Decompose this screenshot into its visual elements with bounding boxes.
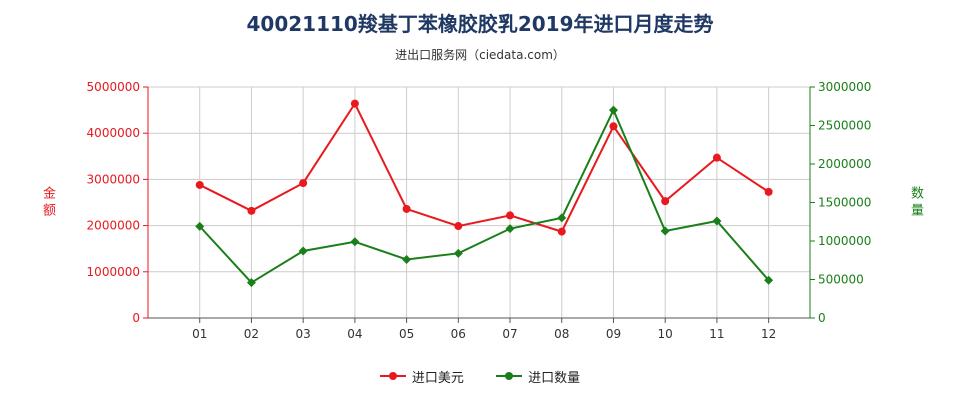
y-left-tick-label: 2000000	[87, 219, 140, 233]
x-tick-label: 06	[451, 327, 466, 341]
y-left-tick-label: 5000000	[87, 80, 140, 94]
x-tick-label: 05	[399, 327, 414, 341]
data-point-import-usd	[195, 180, 204, 189]
data-point-import-usd	[557, 227, 566, 236]
y-left-axis-label: 金额	[40, 186, 55, 220]
chart-title: 40021110羧基丁苯橡胶胶乳2019年进口月度走势	[246, 12, 714, 36]
data-point-import-quantity	[557, 213, 567, 223]
y-left-tick-label: 0	[132, 311, 140, 325]
y-left-tick-label: 1000000	[87, 265, 140, 279]
data-point-import-usd	[247, 206, 256, 215]
data-point-import-quantity	[298, 246, 308, 256]
legend-swatch-import-usd	[379, 372, 406, 380]
y-right-axis-label: 数量	[908, 186, 923, 220]
y-right-tick-label: 500000	[818, 273, 864, 287]
data-point-import-quantity	[505, 224, 515, 234]
y-right-tick-label: 2500000	[818, 119, 871, 133]
data-point-import-usd	[350, 99, 359, 108]
data-point-import-usd	[402, 204, 411, 213]
data-point-import-usd	[506, 211, 515, 220]
legend-label-import-usd: 进口美元	[411, 370, 464, 386]
x-tick-label: 08	[554, 327, 569, 341]
x-tick-label: 02	[244, 327, 259, 341]
legend-swatch-import-quantity	[496, 372, 523, 380]
x-tick-label: 03	[296, 327, 311, 341]
y-right-tick-label: 2000000	[818, 157, 871, 171]
data-point-import-usd	[454, 222, 463, 231]
data-point-import-usd	[299, 179, 308, 188]
chart-legend: 进口美元 进口数量	[0, 366, 960, 386]
chart-subtitle: 进出口服务网（ciedata.com）	[395, 48, 565, 62]
series-line-import-usd	[199, 101, 770, 233]
data-point-import-quantity	[402, 254, 412, 264]
data-point-import-quantity	[712, 216, 722, 226]
data-point-import-usd	[609, 122, 618, 131]
data-point-import-quantity	[660, 226, 670, 236]
y-right-tick-label: 1500000	[818, 196, 871, 210]
series-line-import-quantity	[198, 107, 770, 284]
data-point-import-quantity	[453, 248, 463, 258]
data-point-import-usd	[764, 187, 773, 196]
data-point-import-quantity	[608, 105, 618, 115]
legend-item-import-usd[interactable]: 进口美元	[379, 367, 464, 386]
x-tick-label: 07	[502, 327, 517, 341]
x-tick-label: 01	[192, 327, 207, 341]
data-point-import-quantity	[350, 237, 360, 247]
y-left-tick-label: 3000000	[87, 172, 140, 186]
y-right-tick-label: 1000000	[818, 234, 871, 248]
x-tick-label: 12	[761, 327, 776, 341]
legend-item-import-quantity[interactable]: 进口数量	[496, 367, 580, 386]
y-right-tick-label: 3000000	[818, 80, 871, 94]
data-point-import-usd	[661, 197, 670, 206]
y-right-tick-label: 0	[818, 311, 826, 325]
x-tick-label: 10	[658, 327, 673, 341]
y-left-tick-label: 4000000	[87, 126, 140, 140]
data-point-import-quantity	[246, 278, 256, 288]
data-point-import-quantity	[195, 221, 205, 231]
x-tick-label: 09	[606, 327, 621, 341]
legend-label-import-quantity: 进口数量	[528, 370, 581, 386]
data-point-import-usd	[712, 153, 721, 162]
x-tick-label: 04	[347, 327, 362, 341]
data-point-import-quantity	[764, 275, 774, 285]
x-tick-label: 11	[709, 327, 724, 341]
